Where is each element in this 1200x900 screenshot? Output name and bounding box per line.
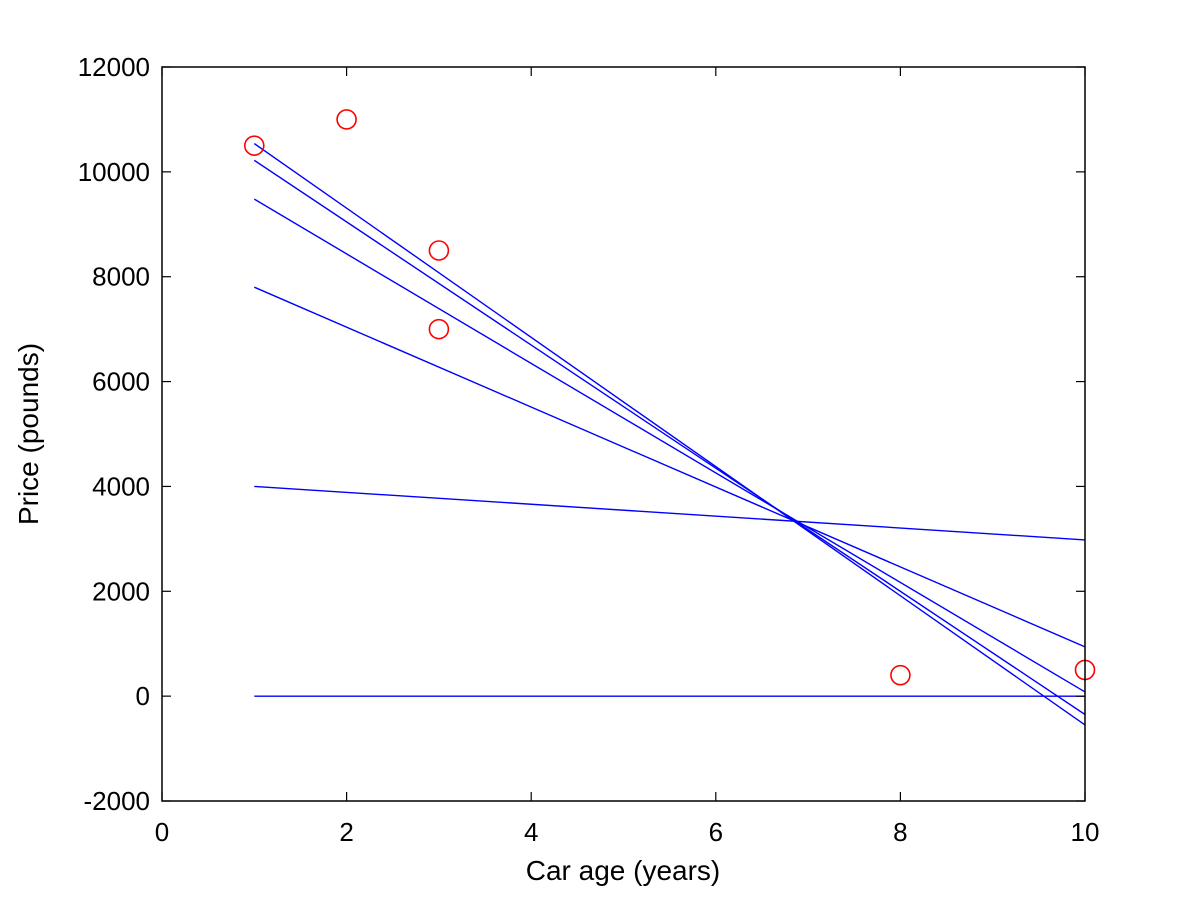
data-point (336, 109, 357, 130)
y-tick-label: 10000 (78, 157, 150, 187)
y-tick-label: 0 (136, 681, 150, 711)
data-point (428, 318, 450, 340)
fit-line-3 (254, 286, 1086, 648)
fit-line-6 (253, 142, 1086, 726)
data-point (244, 135, 265, 156)
y-tick-labels: -2000 0 2000 4000 6000 8000 10000 12000 (78, 52, 150, 816)
y-tick-label: -2000 (84, 786, 151, 816)
x-tick-label: 8 (893, 817, 907, 847)
fit-lines (253, 142, 1086, 726)
y-tick-label: 12000 (78, 52, 150, 82)
ticks (161, 66, 1086, 802)
x-tick-label: 10 (1071, 817, 1100, 847)
data-point (428, 240, 450, 261)
x-tick-label: 2 (339, 817, 353, 847)
x-tick-labels: 0 2 4 6 8 10 (155, 817, 1100, 847)
fit-line-5 (253, 159, 1086, 716)
data-points (244, 109, 1096, 686)
x-axis-label: Car age (years) (526, 855, 721, 886)
y-tick-label: 2000 (92, 576, 150, 606)
fit-line-2 (254, 485, 1086, 541)
x-tick-label: 6 (709, 817, 723, 847)
y-tick-label: 8000 (92, 262, 150, 292)
y-axis-label: Price (pounds) (13, 343, 44, 525)
data-point (890, 664, 911, 686)
y-tick-label: 6000 (92, 367, 150, 397)
x-tick-label: 0 (155, 817, 169, 847)
plot-frame (161, 66, 1086, 802)
fit-line-4 (253, 198, 1086, 693)
y-tick-label: 4000 (92, 471, 150, 501)
x-tick-label: 4 (524, 817, 538, 847)
